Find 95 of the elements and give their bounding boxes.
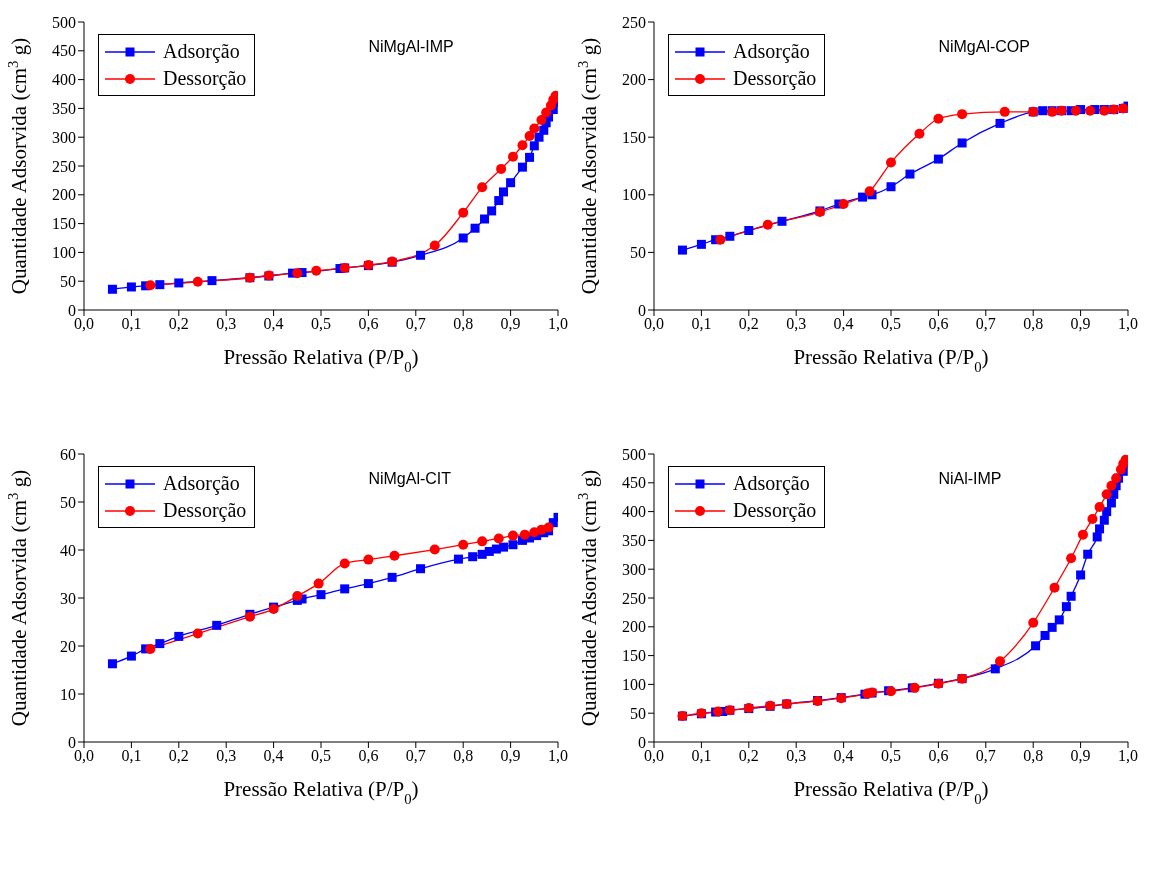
- x-tick-label: 0,5: [311, 747, 331, 765]
- y-tick-label: 250: [52, 157, 76, 175]
- x-tick-label: 0,3: [786, 315, 807, 333]
- y-tick-label: 300: [52, 128, 76, 146]
- x-axis-title: Pressão Relativa (P/P$_{0}$): [793, 777, 989, 807]
- x-tick-label: 0,0: [644, 315, 664, 333]
- legend-label: Dessorção: [733, 67, 817, 90]
- x-tick-label: 0,0: [644, 747, 664, 765]
- text: NiMgAl-IMP: [368, 38, 454, 56]
- y-tick-label: 150: [52, 215, 76, 233]
- x-tick-label: 1,0: [1118, 747, 1138, 765]
- text: NiMgAl-COP: [938, 38, 1030, 56]
- x-tick-label: 0,7: [975, 315, 996, 333]
- y-tick-label: 0: [68, 733, 76, 751]
- x-tick-label: 0,6: [358, 747, 379, 765]
- y-tick-label: 50: [60, 272, 76, 290]
- x-tick-label: 0,1: [121, 747, 142, 765]
- x-tick-label: 0,8: [1023, 315, 1044, 333]
- x-tick-label: 0,0: [74, 747, 94, 765]
- x-tick-label: 0,3: [216, 747, 237, 765]
- x-tick-label: 0,4: [833, 315, 854, 333]
- x-tick-label: 0,2: [168, 747, 189, 765]
- y-tick-label: 450: [622, 474, 646, 492]
- x-tick-label: 1,0: [1118, 315, 1138, 333]
- x-tick-label: 0,5: [311, 315, 331, 333]
- y-tick-label: 350: [52, 100, 76, 118]
- x-tick-label: 0,6: [928, 747, 949, 765]
- x-tick-label: 1,0: [548, 315, 568, 333]
- y-tick-label: 100: [52, 244, 76, 262]
- x-tick-label: 0,2: [738, 315, 759, 333]
- x-tick-label: 0,0: [74, 315, 94, 333]
- x-tick-label: 0,8: [1023, 747, 1044, 765]
- x-axis-title: Pressão Relativa (P/P$_{0}$): [793, 345, 989, 375]
- y-tick-label: 150: [622, 128, 646, 146]
- y-tick-label: 40: [60, 541, 76, 559]
- y-tick-label: 450: [52, 42, 76, 60]
- y-tick-label: 300: [622, 560, 646, 578]
- legend-label: Adsorção: [733, 472, 810, 495]
- y-tick-label: 10: [60, 685, 76, 703]
- y-tick-label: 200: [52, 186, 76, 204]
- y-tick-label: 60: [60, 445, 76, 463]
- y-tick-label: 100: [622, 676, 646, 694]
- legend-label: Adsorção: [733, 40, 810, 63]
- x-tick-label: 0,8: [453, 747, 474, 765]
- x-tick-label: 0,5: [881, 315, 901, 333]
- x-tick-label: 0,5: [881, 747, 901, 765]
- x-tick-label: 0,4: [263, 747, 284, 765]
- y-tick-label: 150: [622, 647, 646, 665]
- x-tick-label: 0,7: [405, 315, 426, 333]
- y-tick-label: 20: [60, 637, 76, 655]
- y-tick-label: 0: [68, 301, 76, 319]
- text: NiMgAl-CIT: [368, 470, 452, 488]
- y-tick-label: 0: [638, 301, 646, 319]
- x-tick-label: 0,2: [168, 315, 189, 333]
- x-tick-label: 0,7: [405, 747, 426, 765]
- text: NiAl-IMP: [938, 470, 1002, 488]
- y-tick-label: 0: [638, 733, 646, 751]
- x-tick-label: 0,3: [786, 747, 807, 765]
- x-tick-label: 0,7: [975, 747, 996, 765]
- y-tick-label: 250: [622, 589, 646, 607]
- x-tick-label: 0,9: [500, 315, 521, 333]
- x-tick-label: 0,3: [216, 315, 237, 333]
- x-tick-label: 0,8: [453, 315, 474, 333]
- y-tick-label: 400: [622, 503, 646, 521]
- x-tick-label: 0,9: [1070, 315, 1091, 333]
- legend-label: Dessorção: [733, 499, 817, 522]
- x-tick-label: 0,9: [500, 747, 521, 765]
- x-tick-label: 0,6: [928, 315, 949, 333]
- x-tick-label: 0,2: [738, 747, 759, 765]
- y-tick-label: 200: [622, 618, 646, 636]
- legend-label: Dessorção: [163, 499, 247, 522]
- x-tick-label: 0,1: [691, 315, 712, 333]
- y-tick-label: 50: [60, 493, 76, 511]
- x-axis-title: Pressão Relativa (P/P$_{0}$): [223, 777, 419, 807]
- y-tick-label: 100: [622, 186, 646, 204]
- x-tick-label: 0,9: [1070, 747, 1091, 765]
- y-tick-label: 500: [622, 445, 646, 463]
- x-tick-label: 0,1: [691, 747, 712, 765]
- y-tick-label: 50: [630, 704, 646, 722]
- x-tick-label: 0,6: [358, 315, 379, 333]
- y-tick-label: 400: [52, 71, 76, 89]
- x-tick-label: 0,1: [121, 315, 142, 333]
- legend-label: Adsorção: [163, 472, 240, 495]
- legend-label: Adsorção: [163, 40, 240, 63]
- y-tick-label: 350: [622, 532, 646, 550]
- y-tick-label: 500: [52, 13, 76, 31]
- y-tick-label: 50: [630, 244, 646, 262]
- x-tick-label: 0,4: [833, 747, 854, 765]
- legend-label: Dessorção: [163, 67, 247, 90]
- x-axis-title: Pressão Relativa (P/P$_{0}$): [223, 345, 419, 375]
- x-tick-label: 0,4: [263, 315, 284, 333]
- x-tick-label: 1,0: [548, 747, 568, 765]
- y-tick-label: 250: [622, 13, 646, 31]
- y-tick-label: 30: [60, 589, 76, 607]
- y-tick-label: 200: [622, 71, 646, 89]
